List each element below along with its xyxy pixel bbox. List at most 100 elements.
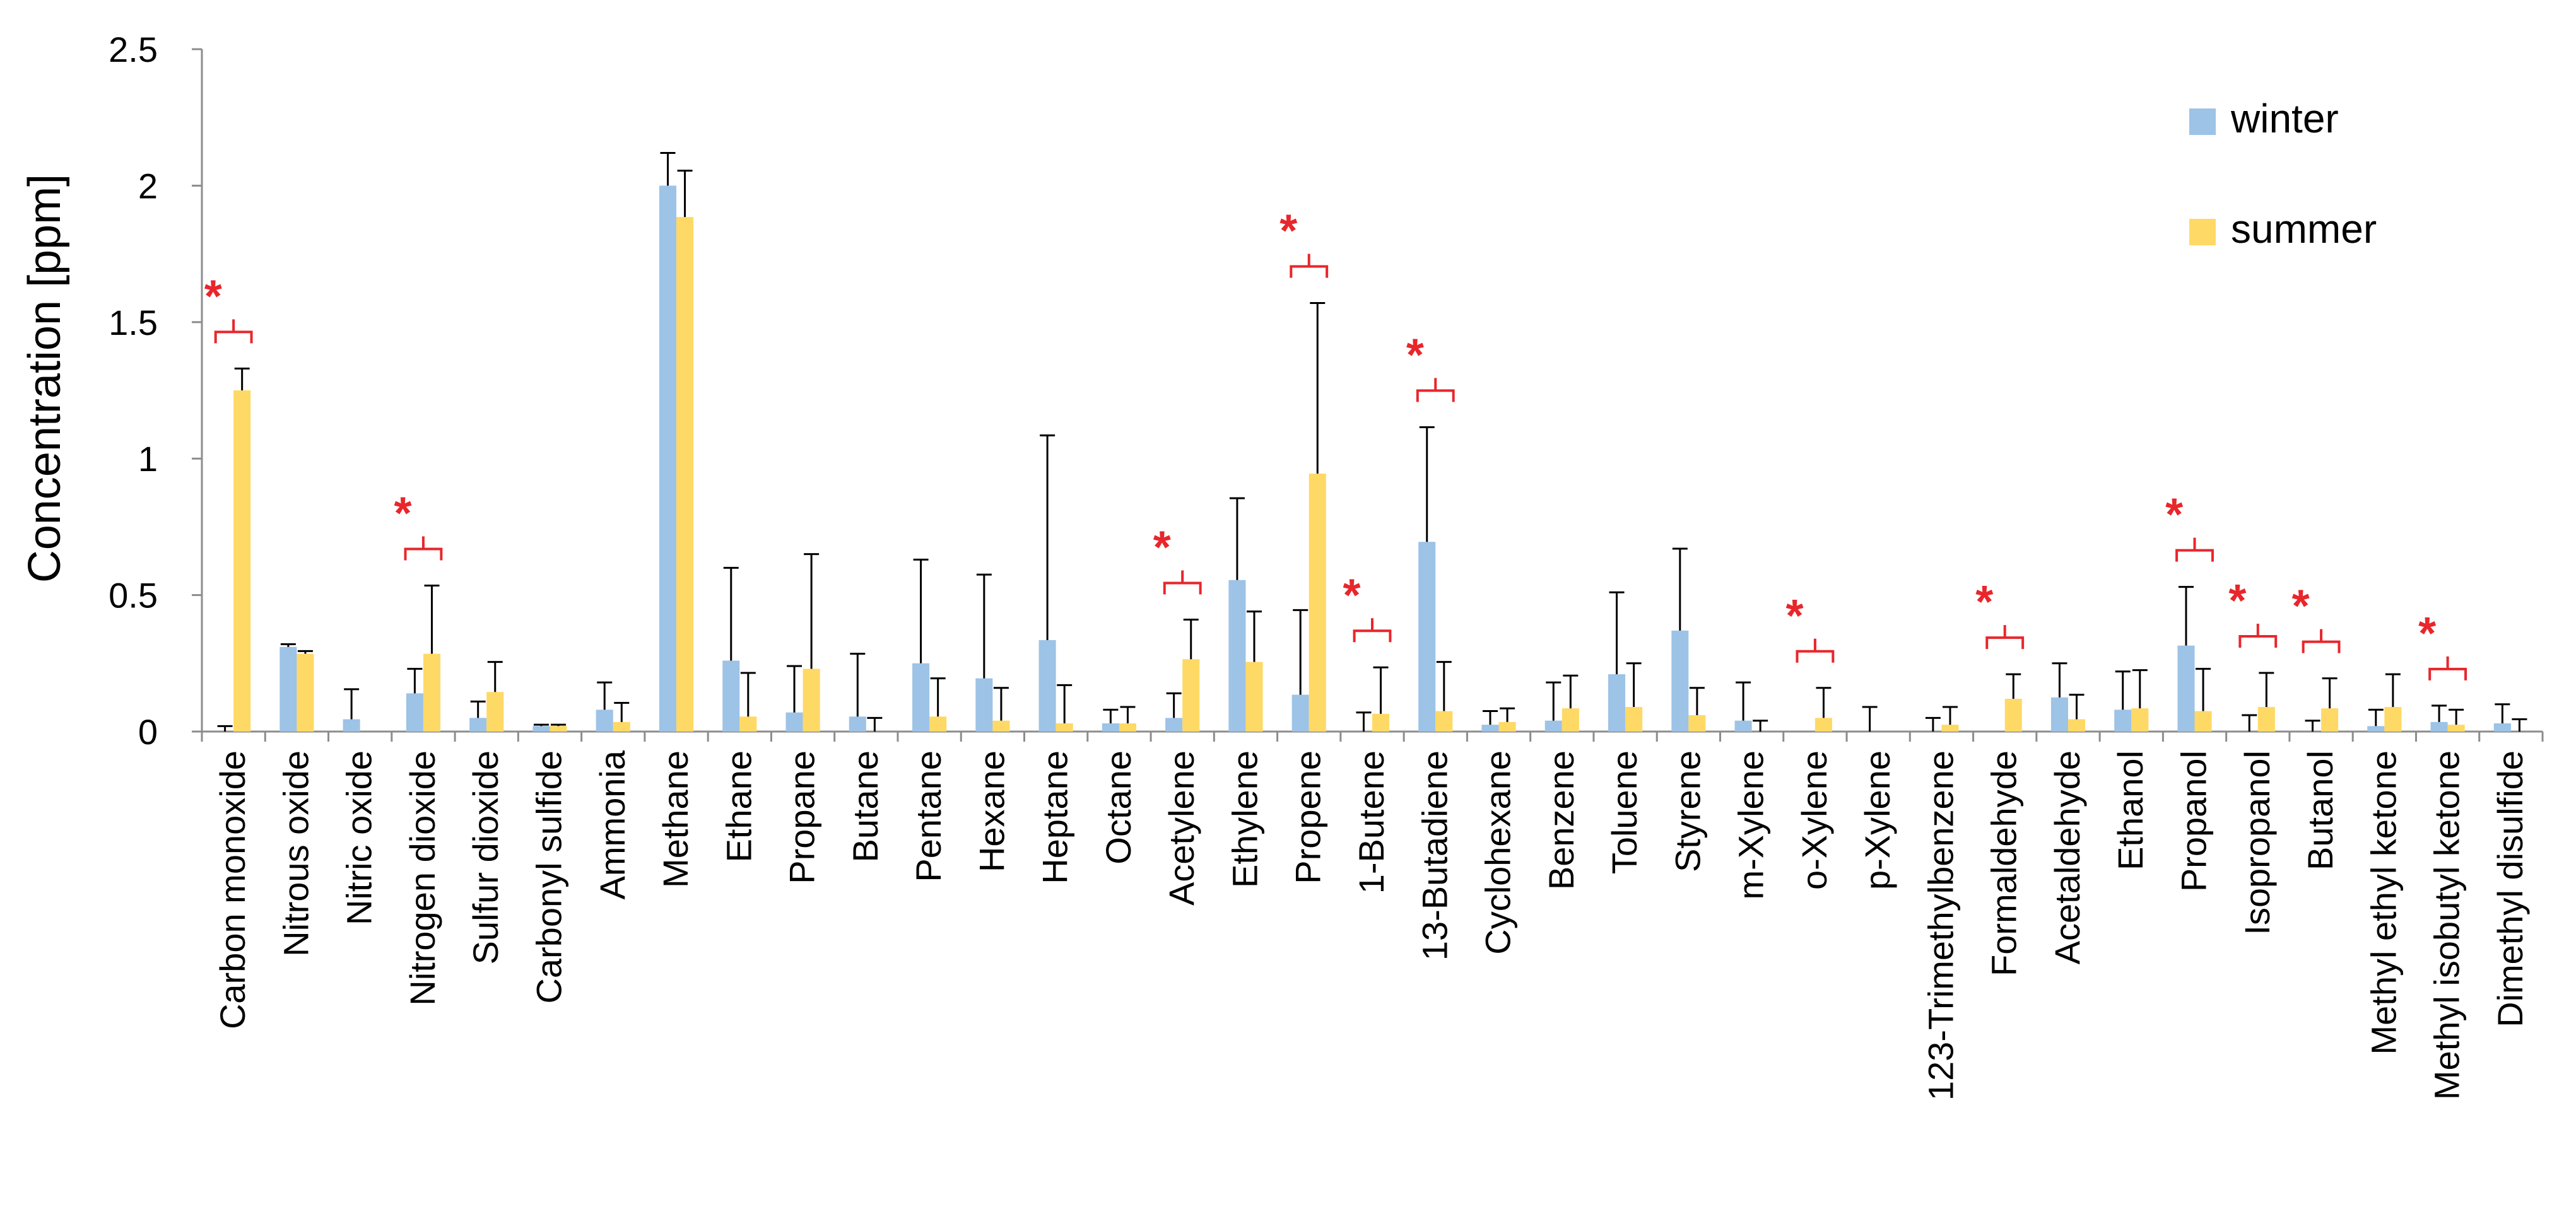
bar-winter-octane — [1102, 723, 1119, 732]
significance-bracket-o-xylene — [1796, 638, 1835, 663]
bar-winter-methane — [659, 185, 677, 732]
bar-summer-nitrous-oxide — [297, 653, 314, 732]
bar-summer-propane — [803, 668, 820, 732]
category-label-styrene: Styrene — [1667, 750, 1707, 872]
significance-star-propanol: * — [2165, 490, 2183, 540]
bar-winter-propanol — [2177, 645, 2195, 732]
bar-winter-methyl-isobutyl-ketone — [2430, 721, 2448, 732]
bar-winter-13-butadiene — [1418, 542, 1436, 732]
bar-winter-benzene — [1544, 720, 1562, 732]
category-label-benzene: Benzene — [1541, 750, 1581, 890]
significance-star-formaldehyde: * — [1975, 577, 1993, 627]
bar-summer-acetylene — [1182, 659, 1200, 732]
bar-winter-cyclohexane — [1481, 725, 1499, 732]
y-axis-title: Concentration [ppm] — [20, 174, 70, 583]
bar-winter-heptane — [1038, 640, 1056, 732]
bar-summer-formaldehyde — [2004, 699, 2022, 732]
bar-summer-butanol — [2321, 708, 2339, 732]
category-label-isopropanol: Isopropanol — [2237, 750, 2277, 935]
bar-summer-1-butene — [1372, 713, 1390, 732]
bar-winter-ethylene — [1228, 580, 1246, 732]
category-label-hexane: Hexane — [972, 750, 1011, 872]
significance-star-13-butadiene: * — [1406, 330, 1424, 380]
y-tick-label: 2 — [138, 166, 158, 206]
category-label-pentane: Pentane — [909, 750, 948, 882]
significance-star-nitrogen-dioxide: * — [394, 488, 412, 539]
category-label-butanol: Butanol — [2300, 750, 2340, 870]
bar-winter-nitrous-oxide — [279, 646, 297, 732]
category-label-propane: Propane — [782, 750, 822, 884]
legend-swatch-summer — [2189, 219, 2216, 245]
bar-winter-toluene — [1608, 674, 1626, 732]
bar-winter-acetylene — [1165, 718, 1183, 732]
category-label-methyl-ethyl-ketone: Methyl ethyl ketone — [2363, 750, 2403, 1054]
bar-winter-ethane — [722, 660, 740, 732]
significance-star-carbon-monoxide: * — [204, 271, 222, 322]
significance-bracket-butanol — [2302, 629, 2341, 653]
bar-summer-ethane — [739, 716, 757, 732]
legend-label-winter: winter — [2230, 96, 2339, 141]
category-label-o-xylene: o-Xylene — [1794, 750, 1834, 890]
category-label-p-xylene: p-Xylene — [1857, 750, 1897, 890]
category-label-methane: Methane — [656, 750, 695, 888]
y-tick-label: 0 — [138, 712, 158, 752]
category-label-carbon-monoxide: Carbon monoxide — [213, 750, 252, 1029]
legend: winter summer — [2189, 96, 2377, 252]
legend-swatch-winter — [2189, 108, 2216, 135]
bar-winter-butane — [849, 716, 866, 732]
bar-winter-nitrogen-dioxide — [406, 693, 423, 732]
bar-summer-methyl-isobutyl-ketone — [2447, 725, 2465, 732]
bar-winter-styrene — [1671, 630, 1689, 732]
bar-summer-ethylene — [1245, 662, 1263, 732]
bar-summer-benzene — [1561, 708, 1579, 732]
category-label-octane: Octane — [1098, 750, 1138, 865]
bar-summer-methane — [676, 217, 694, 732]
category-label-123-trimethylbenzene: 123-Trimethylbenzene — [1920, 750, 1960, 1100]
bar-winter-pentane — [912, 663, 930, 732]
legend-label-summer: summer — [2231, 206, 2377, 252]
category-label-propanol: Propanol — [2174, 750, 2214, 892]
category-label-propene: Propene — [1288, 750, 1328, 884]
category-label-nitrous-oxide: Nitrous oxide — [276, 750, 315, 957]
bar-winter-sulfur-dioxide — [469, 718, 487, 732]
category-label-dimethyl-disulfide: Dimethyl disulfide — [2490, 750, 2530, 1027]
category-label-ethylene: Ethylene — [1225, 750, 1264, 888]
y-tick-label: 2.5 — [109, 30, 158, 69]
category-label-ethane: Ethane — [719, 750, 758, 863]
category-label-ammonia: Ammonia — [592, 750, 632, 899]
significance-bracket-13-butadiene — [1416, 378, 1455, 402]
bar-summer-carbonyl-sulfide — [550, 726, 567, 732]
bar-winter-propene — [1291, 694, 1309, 732]
bar-winter-hexane — [975, 678, 993, 732]
category-label-methyl-isobutyl-ketone: Methyl isobutyl ketone — [2427, 750, 2467, 1100]
bar-winter-carbonyl-sulfide — [532, 726, 550, 732]
category-label-acetaldehyde: Acetaldehyde — [2047, 750, 2087, 964]
y-tick-label: 1.5 — [109, 303, 158, 342]
bar-winter-acetaldehyde — [2050, 697, 2068, 732]
significance-star-acetylene: * — [1153, 523, 1171, 573]
bars-layer — [233, 185, 2511, 732]
bar-summer-propene — [1309, 474, 1326, 732]
bar-summer-pentane — [929, 716, 947, 732]
error-bars-layer — [217, 151, 2527, 732]
category-label-heptane: Heptane — [1035, 750, 1075, 884]
y-tick-label: 0.5 — [109, 576, 158, 616]
axes-layer — [192, 48, 2544, 742]
significance-star-propene: * — [1279, 206, 1297, 257]
significance-bracket-nitrogen-dioxide — [404, 536, 443, 561]
bar-summer-propanol — [2194, 711, 2212, 732]
category-label-acetylene: Acetylene — [1162, 750, 1201, 906]
significance-star-isopropanol: * — [2228, 576, 2246, 626]
y-tick-label: 1 — [138, 439, 158, 479]
category-label-m-xylene: m-Xylene — [1731, 750, 1771, 900]
bar-summer-ammonia — [613, 721, 630, 732]
category-label-nitric-oxide: Nitric oxide — [339, 750, 379, 925]
category-label-butane: Butane — [845, 750, 885, 863]
bar-summer-styrene — [1688, 715, 1706, 732]
significance-bracket-acetylene — [1163, 570, 1202, 595]
significance-bracket-isopropanol — [2238, 623, 2278, 648]
category-label-cyclohexane: Cyclohexane — [1478, 750, 1518, 955]
category-label-nitrogen-dioxide: Nitrogen dioxide — [403, 750, 442, 1006]
bar-summer-o-xylene — [1814, 718, 1832, 732]
significance-star-1-butene: * — [1343, 570, 1361, 621]
